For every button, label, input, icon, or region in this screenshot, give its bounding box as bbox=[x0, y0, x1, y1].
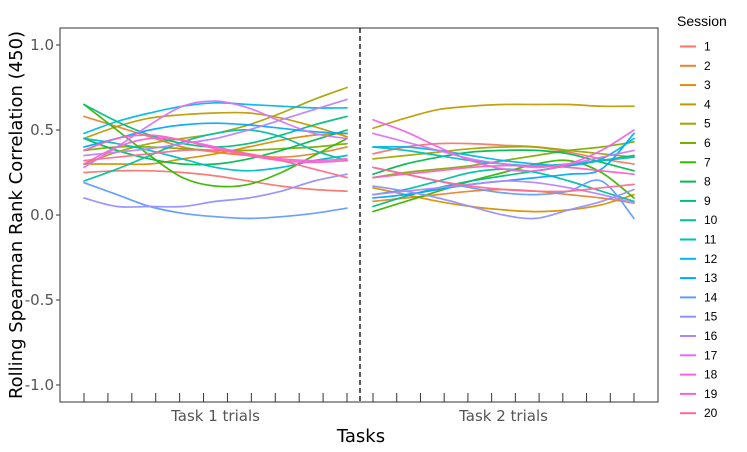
series-line-4-task2 bbox=[372, 103, 635, 130]
series-line-20-task1 bbox=[83, 149, 348, 179]
y-axis-title: Rolling Spearman Rank Correlation (450) bbox=[6, 31, 27, 399]
legend-label-5: 5 bbox=[704, 117, 711, 131]
series-line-17-task1 bbox=[83, 100, 348, 169]
plot-border bbox=[59, 27, 659, 403]
y-tick-label: 1.0 bbox=[30, 36, 54, 54]
series-line-1-task2 bbox=[372, 142, 635, 165]
legend-label-6: 6 bbox=[704, 136, 711, 150]
x-panel-label: Task 2 trials bbox=[458, 407, 548, 425]
legend-label-17: 17 bbox=[704, 348, 718, 362]
series-line-18-task2 bbox=[372, 118, 635, 173]
series-line-15-task2 bbox=[372, 185, 635, 220]
legend-label-14: 14 bbox=[704, 290, 718, 304]
legend-label-19: 19 bbox=[704, 387, 718, 401]
legend-label-8: 8 bbox=[704, 175, 711, 189]
legend-label-13: 13 bbox=[704, 271, 718, 285]
y-tick-label: -1.0 bbox=[25, 376, 54, 394]
series-line-3-task2 bbox=[372, 186, 635, 213]
series-line-2-task1 bbox=[83, 115, 348, 159]
legend-label-3: 3 bbox=[704, 78, 711, 92]
series-line-17-task2 bbox=[372, 132, 635, 169]
series-line-10-task1 bbox=[83, 129, 348, 182]
series-line-8-task1 bbox=[83, 129, 348, 166]
series-line-4-task1 bbox=[83, 111, 348, 140]
series-line-1-task1 bbox=[83, 169, 348, 193]
y-tick-label: -0.5 bbox=[25, 291, 54, 309]
series-line-18-task1 bbox=[83, 137, 348, 165]
series-line-7-task2 bbox=[372, 159, 635, 213]
series-line-3-task1 bbox=[83, 132, 348, 166]
legend-label-1: 1 bbox=[704, 40, 711, 54]
legend-label-2: 2 bbox=[704, 59, 711, 73]
series-line-16-task2 bbox=[372, 180, 635, 204]
legend-label-9: 9 bbox=[704, 194, 711, 208]
series-line-12-task2 bbox=[372, 137, 635, 167]
legend-label-10: 10 bbox=[704, 213, 718, 227]
series-line-19-task2 bbox=[372, 164, 635, 179]
legend-label-11: 11 bbox=[704, 233, 717, 247]
series-line-19-task1 bbox=[83, 134, 348, 164]
series-line-16-task1 bbox=[83, 98, 348, 157]
y-tick-label: 0.0 bbox=[30, 206, 54, 224]
legend-label-12: 12 bbox=[704, 252, 718, 266]
legend-label-16: 16 bbox=[704, 329, 718, 343]
series-line-12-task1 bbox=[83, 101, 348, 135]
series-line-14-task1 bbox=[83, 181, 348, 220]
legend-label-4: 4 bbox=[704, 97, 711, 111]
series-line-15-task1 bbox=[83, 173, 348, 208]
legend-label-20: 20 bbox=[704, 406, 718, 420]
y-tick-label: 0.5 bbox=[30, 121, 54, 139]
series-line-5-task2 bbox=[372, 145, 635, 160]
x-axis-title: Tasks bbox=[336, 426, 385, 447]
legend-label-15: 15 bbox=[704, 310, 718, 324]
legend-label-18: 18 bbox=[704, 368, 718, 382]
axes: 1.0 0.5 0.0 -0.5 -1.0 Task 1 trials Task 2 tri… bbox=[25, 27, 659, 425]
series-line-20-task2 bbox=[372, 166, 635, 193]
plot-area bbox=[83, 86, 635, 220]
legend-label-7: 7 bbox=[704, 155, 711, 169]
x-panel-label: Task 1 trials bbox=[170, 407, 260, 425]
legend-title: Session bbox=[677, 13, 727, 29]
